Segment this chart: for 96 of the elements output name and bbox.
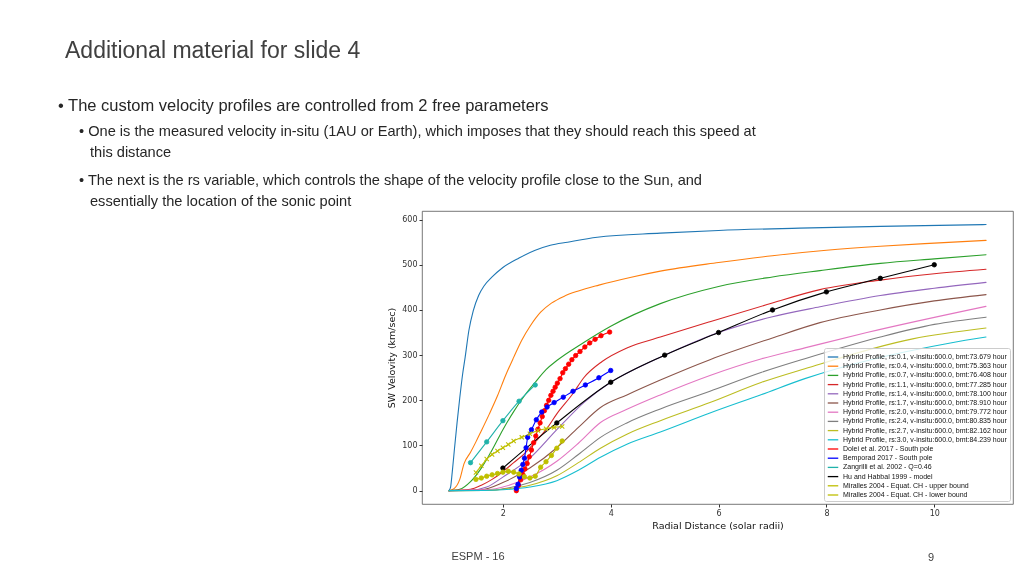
x-tick-label: 8 (824, 508, 830, 518)
point (608, 367, 614, 374)
point (931, 262, 937, 268)
point (519, 434, 525, 441)
y-tick-label: 0 (412, 486, 418, 496)
point (511, 438, 517, 444)
point (570, 388, 576, 394)
point (539, 413, 545, 420)
point (505, 441, 511, 448)
y-tick-label: 300 (402, 350, 418, 360)
point (505, 468, 511, 474)
x-tick-label: 10 (929, 508, 940, 518)
point (528, 427, 535, 433)
point (520, 461, 526, 468)
y-tick-label: 500 (402, 260, 418, 270)
point (523, 445, 529, 451)
point (548, 452, 555, 459)
point (528, 447, 535, 453)
point (527, 475, 533, 481)
point (546, 397, 552, 403)
point (562, 366, 569, 372)
point (500, 469, 506, 475)
point (877, 275, 883, 281)
point (557, 375, 563, 382)
point (524, 460, 530, 467)
point (530, 440, 537, 446)
y-tick-label: 100 (402, 440, 418, 450)
point (552, 384, 558, 390)
point (596, 375, 602, 381)
point (511, 469, 517, 475)
point (518, 467, 524, 473)
point (473, 476, 479, 483)
point (607, 329, 613, 335)
point (532, 473, 538, 479)
point (516, 398, 522, 404)
point (521, 455, 528, 461)
point (500, 445, 506, 451)
point (550, 388, 556, 394)
point (598, 333, 604, 339)
point (662, 352, 668, 358)
point (532, 382, 538, 388)
y-tick-label: 200 (402, 395, 418, 405)
point (543, 459, 549, 465)
point (494, 448, 501, 454)
point (554, 380, 560, 386)
x-axis-title: Radial Distance (solar radii) (652, 519, 784, 531)
point (500, 465, 506, 471)
point (522, 466, 528, 472)
point (560, 394, 566, 400)
point (769, 307, 776, 313)
point (484, 473, 490, 479)
point (533, 433, 539, 439)
point (573, 352, 579, 359)
point (551, 424, 557, 431)
text: ESPM - 16 (451, 550, 505, 562)
point (478, 475, 484, 481)
point (533, 417, 539, 423)
x-tick-label: 4 (608, 508, 614, 518)
y-axis-title: SW Velovity (km/sec) (386, 307, 398, 409)
point (577, 348, 583, 355)
point (566, 361, 572, 367)
y-tick-label: 400 (402, 305, 418, 315)
point (582, 344, 588, 350)
text: 9 (927, 551, 935, 563)
point (484, 456, 490, 462)
point (592, 336, 598, 342)
point (489, 472, 495, 478)
point (554, 420, 560, 426)
point (587, 340, 593, 346)
point (500, 418, 506, 424)
point (554, 445, 560, 451)
text: Additional material for slide 4 (65, 37, 361, 63)
point (551, 399, 557, 406)
point (715, 329, 722, 336)
text: • The custom velocity profiles are controlled from 2 free parameters (58, 96, 549, 114)
x-tick-label: 6 (716, 508, 722, 518)
point (489, 451, 495, 458)
point (494, 470, 501, 477)
text: • The next is the rs variable, which controls the shape of the velocity profile close to the Sun, and essentially the location of the sonic point (79, 172, 702, 209)
point (478, 463, 484, 469)
point (537, 420, 543, 426)
point (467, 460, 474, 466)
point (608, 379, 614, 385)
point (569, 357, 575, 363)
point (823, 289, 830, 295)
text: • One is the measured velocity in-situ (1AU or Earth), which imposes that they should reach this speed at this distance (79, 123, 756, 160)
x-tick-label: 2 (500, 508, 506, 518)
point (548, 392, 554, 398)
point (484, 439, 490, 445)
point (582, 382, 589, 388)
point (538, 464, 544, 470)
point (559, 438, 565, 444)
point (543, 426, 549, 432)
point (560, 370, 566, 376)
y-tick-label: 600 (402, 215, 418, 225)
point (526, 454, 532, 460)
